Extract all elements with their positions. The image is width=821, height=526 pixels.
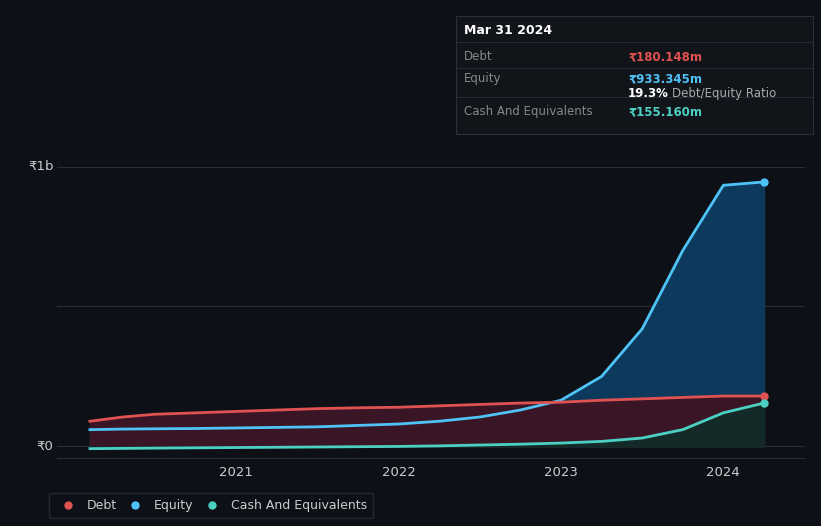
Text: Debt: Debt bbox=[464, 50, 493, 63]
Text: ₹0: ₹0 bbox=[36, 440, 53, 453]
Text: 19.3%: 19.3% bbox=[628, 87, 669, 100]
Legend: Debt, Equity, Cash And Equivalents: Debt, Equity, Cash And Equivalents bbox=[48, 493, 374, 519]
Text: ₹1b: ₹1b bbox=[28, 160, 53, 173]
Text: Debt/Equity Ratio: Debt/Equity Ratio bbox=[672, 87, 776, 100]
Text: Equity: Equity bbox=[464, 73, 502, 85]
Text: Mar 31 2024: Mar 31 2024 bbox=[464, 24, 552, 37]
Text: ₹933.345m: ₹933.345m bbox=[628, 73, 702, 85]
Text: ₹155.160m: ₹155.160m bbox=[628, 105, 702, 118]
Text: ₹180.148m: ₹180.148m bbox=[628, 50, 702, 63]
Text: Cash And Equivalents: Cash And Equivalents bbox=[464, 105, 593, 118]
